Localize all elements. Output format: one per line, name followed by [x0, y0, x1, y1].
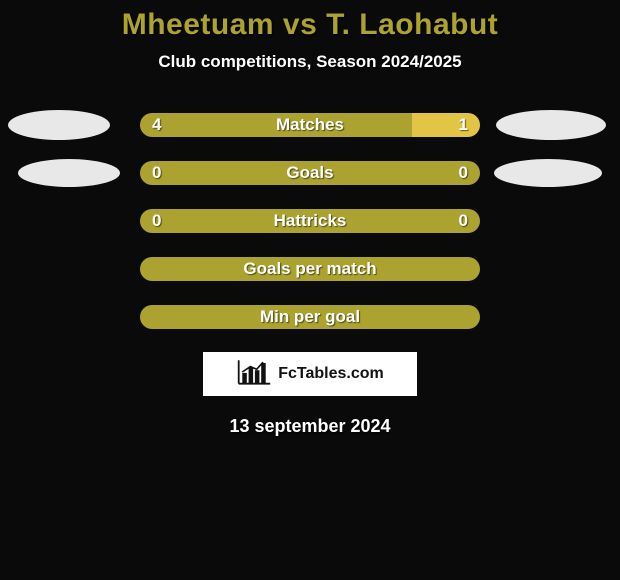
- stat-label: Hattricks: [140, 209, 480, 233]
- stat-bar: 0 0 Hattricks: [140, 209, 480, 233]
- stat-label: Goals per match: [140, 257, 480, 281]
- player-avatar-left: [18, 159, 120, 187]
- page-title: Mheetuam vs T. Laohabut: [0, 0, 620, 42]
- infographic-root: Mheetuam vs T. Laohabut Club competition…: [0, 0, 620, 580]
- stat-row-gpm: Goals per match: [0, 256, 620, 282]
- stats-rows: 4 1 Matches 0 0 Goals 0 0 Hat: [0, 112, 620, 330]
- stat-bar: 4 1 Matches: [140, 113, 480, 137]
- stat-row-matches: 4 1 Matches: [0, 112, 620, 138]
- stat-row-goals: 0 0 Goals: [0, 160, 620, 186]
- date-label: 13 september 2024: [0, 416, 620, 437]
- stat-bar: Min per goal: [140, 305, 480, 329]
- player-avatar-right: [494, 159, 602, 187]
- player-avatar-left: [8, 110, 110, 140]
- logo-text: FcTables.com: [278, 365, 384, 383]
- stat-bar: 0 0 Goals: [140, 161, 480, 185]
- stat-label: Matches: [140, 113, 480, 137]
- fctables-logo-link[interactable]: FcTables.com: [203, 352, 417, 396]
- stat-row-mpg: Min per goal: [0, 304, 620, 330]
- stat-row-hattricks: 0 0 Hattricks: [0, 208, 620, 234]
- player-avatar-right: [496, 110, 606, 140]
- stat-bar: Goals per match: [140, 257, 480, 281]
- subtitle: Club competitions, Season 2024/2025: [0, 52, 620, 72]
- stat-label: Goals: [140, 161, 480, 185]
- bar-chart-icon: [236, 357, 272, 392]
- stat-label: Min per goal: [140, 305, 480, 329]
